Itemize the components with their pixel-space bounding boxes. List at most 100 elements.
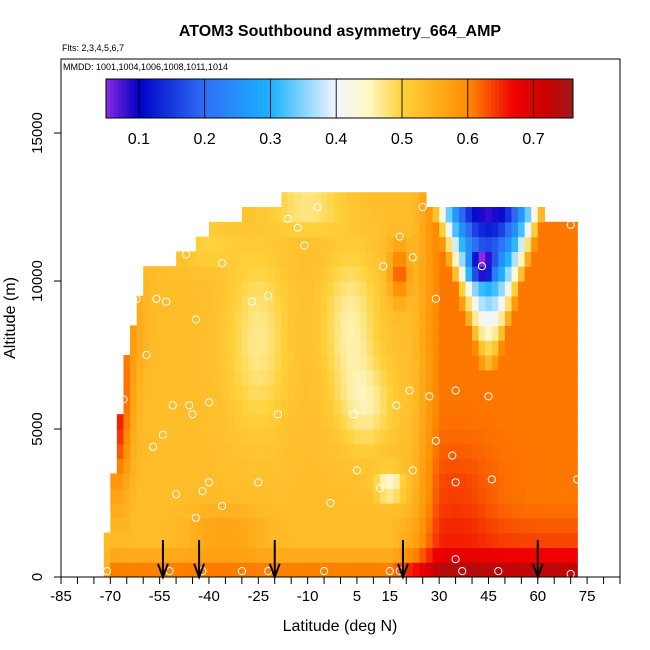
heatmap-cell: [504, 429, 513, 445]
colorbar-swatch: [273, 79, 278, 118]
heatmap-cell: [294, 310, 302, 326]
heatmap-cell: [518, 325, 526, 341]
heatmap-cell: [208, 443, 217, 460]
heatmap-cell: [498, 503, 506, 519]
heatmap-cell: [557, 547, 565, 563]
colorbar-frame: [105, 78, 574, 119]
heatmap-cell: [156, 266, 164, 282]
heatmap-cell: [261, 369, 269, 386]
heatmap-cell: [465, 236, 473, 252]
heatmap-cell: [333, 399, 342, 415]
heatmap-cell: [537, 503, 545, 519]
heatmap-cell: [537, 221, 545, 238]
heatmap-cell: [511, 266, 519, 282]
heatmap-cell: [301, 458, 309, 474]
heatmap-cell: [366, 414, 374, 430]
heatmap-cell: [504, 251, 513, 267]
heatmap-cell: [222, 414, 230, 430]
heatmap-cell: [498, 414, 506, 430]
heatmap-cell: [294, 325, 302, 341]
heatmap-cell: [465, 547, 473, 563]
heatmap-cell: [248, 310, 256, 326]
heatmap-cell: [287, 369, 296, 386]
heatmap-cell: [294, 547, 302, 563]
heatmap-cell: [452, 251, 460, 267]
heatmap-cell: [445, 517, 453, 534]
heatmap-cell: [149, 547, 157, 563]
heatmap-cell: [472, 547, 480, 563]
heatmap-cell: [458, 503, 467, 519]
heatmap-cell: [274, 281, 282, 297]
heatmap-cell: [439, 503, 447, 519]
heatmap-cell: [564, 473, 572, 489]
heatmap-cell: [472, 325, 480, 341]
heatmap-cell: [235, 340, 243, 356]
heatmap-cell: [248, 429, 256, 445]
heatmap-cell: [373, 281, 381, 297]
heatmap-cell: [123, 414, 131, 430]
colorbar-swatch: [386, 79, 391, 118]
heatmap-cell: [386, 281, 394, 297]
heatmap-cell: [353, 414, 361, 430]
heatmap-cell: [130, 384, 138, 400]
heatmap-cell: [202, 355, 210, 371]
heatmap-cell: [130, 429, 138, 445]
x-tick-label: 30: [431, 588, 448, 605]
heatmap-cell: [498, 310, 506, 326]
heatmap-cell: [373, 384, 381, 400]
heatmap-cell: [478, 429, 486, 445]
heatmap-cell: [432, 355, 440, 371]
heatmap-cell: [432, 429, 440, 445]
heatmap-cell: [143, 340, 151, 356]
heatmap-cell: [149, 503, 157, 519]
heatmap-cell: [169, 281, 177, 297]
heatmap-cell: [531, 325, 539, 341]
heatmap-cell: [320, 221, 328, 238]
colorbar-swatch: [218, 79, 224, 118]
heatmap-cell: [379, 458, 388, 474]
heatmap-cell: [222, 473, 230, 489]
heatmap-cell: [379, 429, 388, 445]
heatmap-cell: [412, 399, 421, 415]
heatmap-cell: [195, 281, 203, 297]
colorbar-swatch: [320, 79, 325, 118]
heatmap-cell: [307, 414, 315, 430]
heatmap-cell: [366, 473, 374, 489]
heatmap-cell: [248, 414, 256, 430]
heatmap-cell: [195, 429, 203, 445]
heatmap-cell: [307, 355, 315, 371]
heatmap-cell: [235, 384, 243, 400]
heatmap-cell: [340, 221, 348, 238]
heatmap-cell: [485, 221, 493, 238]
heatmap-cell: [379, 340, 388, 356]
heatmap-cell: [241, 517, 250, 534]
heatmap-cell: [255, 207, 263, 223]
heatmap-cell: [531, 443, 539, 460]
heatmap-cell: [360, 532, 368, 548]
heatmap-cell: [149, 443, 157, 460]
heatmap-cell: [485, 369, 493, 386]
heatmap-cell: [485, 251, 493, 267]
heatmap-cell: [399, 399, 407, 415]
heatmap-cell: [116, 473, 125, 489]
heatmap-cell: [524, 547, 532, 563]
heatmap-cell: [268, 532, 276, 548]
sample-point: [283, 214, 292, 223]
heatmap-cell: [366, 340, 374, 356]
heatmap-cell: [511, 295, 519, 312]
heatmap-cell: [406, 266, 414, 282]
heatmap-cell: [511, 458, 519, 474]
heatmap-cell: [202, 295, 210, 312]
heatmap-cell: [379, 192, 388, 208]
heatmap-cell: [301, 488, 309, 504]
heatmap-cell: [307, 369, 315, 386]
heatmap-cell: [136, 325, 144, 341]
heatmap-cell: [149, 488, 157, 504]
heatmap-cell: [406, 458, 414, 474]
heatmap-cell: [333, 562, 342, 577]
heatmap-cell: [189, 369, 197, 386]
heatmap-cell: [386, 207, 394, 223]
heatmap-cell: [570, 384, 578, 400]
heatmap-cell: [143, 281, 151, 297]
heatmap-cell: [215, 251, 223, 267]
